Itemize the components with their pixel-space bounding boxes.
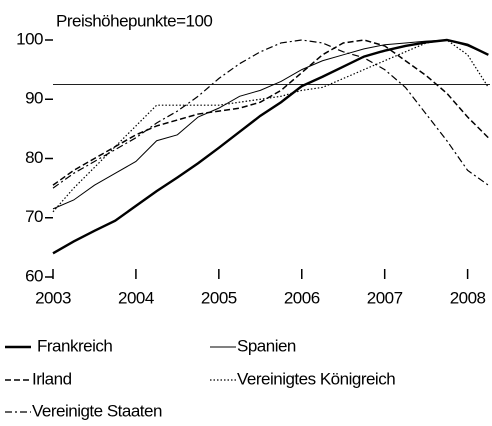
y-tick-label: 100 [16, 29, 43, 48]
x-tick-label: 2006 [284, 288, 320, 307]
y-tick-label: 60 [25, 266, 43, 285]
y-tick-label: 70 [25, 207, 43, 226]
series-line [52, 39, 489, 186]
series-line [52, 39, 489, 213]
x-tick-label: 2004 [118, 288, 154, 307]
legend-label: Irland [32, 369, 72, 388]
series-line [52, 39, 489, 210]
y-axis-label: Preishöhepunkte=100 [56, 11, 212, 30]
series-line [52, 39, 489, 189]
x-tick-label: 2005 [201, 288, 237, 307]
legend-label: Vereinigte Staaten [32, 401, 162, 420]
x-tick-label: 2008 [450, 288, 486, 307]
y-tick-label: 90 [25, 89, 43, 108]
legend-label: Spanien [237, 336, 296, 355]
legend-label: Vereinigtes Königreich [237, 369, 395, 388]
legend-label: Frankreich [37, 336, 112, 355]
y-tick-label: 80 [25, 148, 43, 167]
x-tick-label: 2007 [367, 288, 403, 307]
series-line [52, 38, 489, 255]
x-tick-label: 2003 [35, 288, 71, 307]
